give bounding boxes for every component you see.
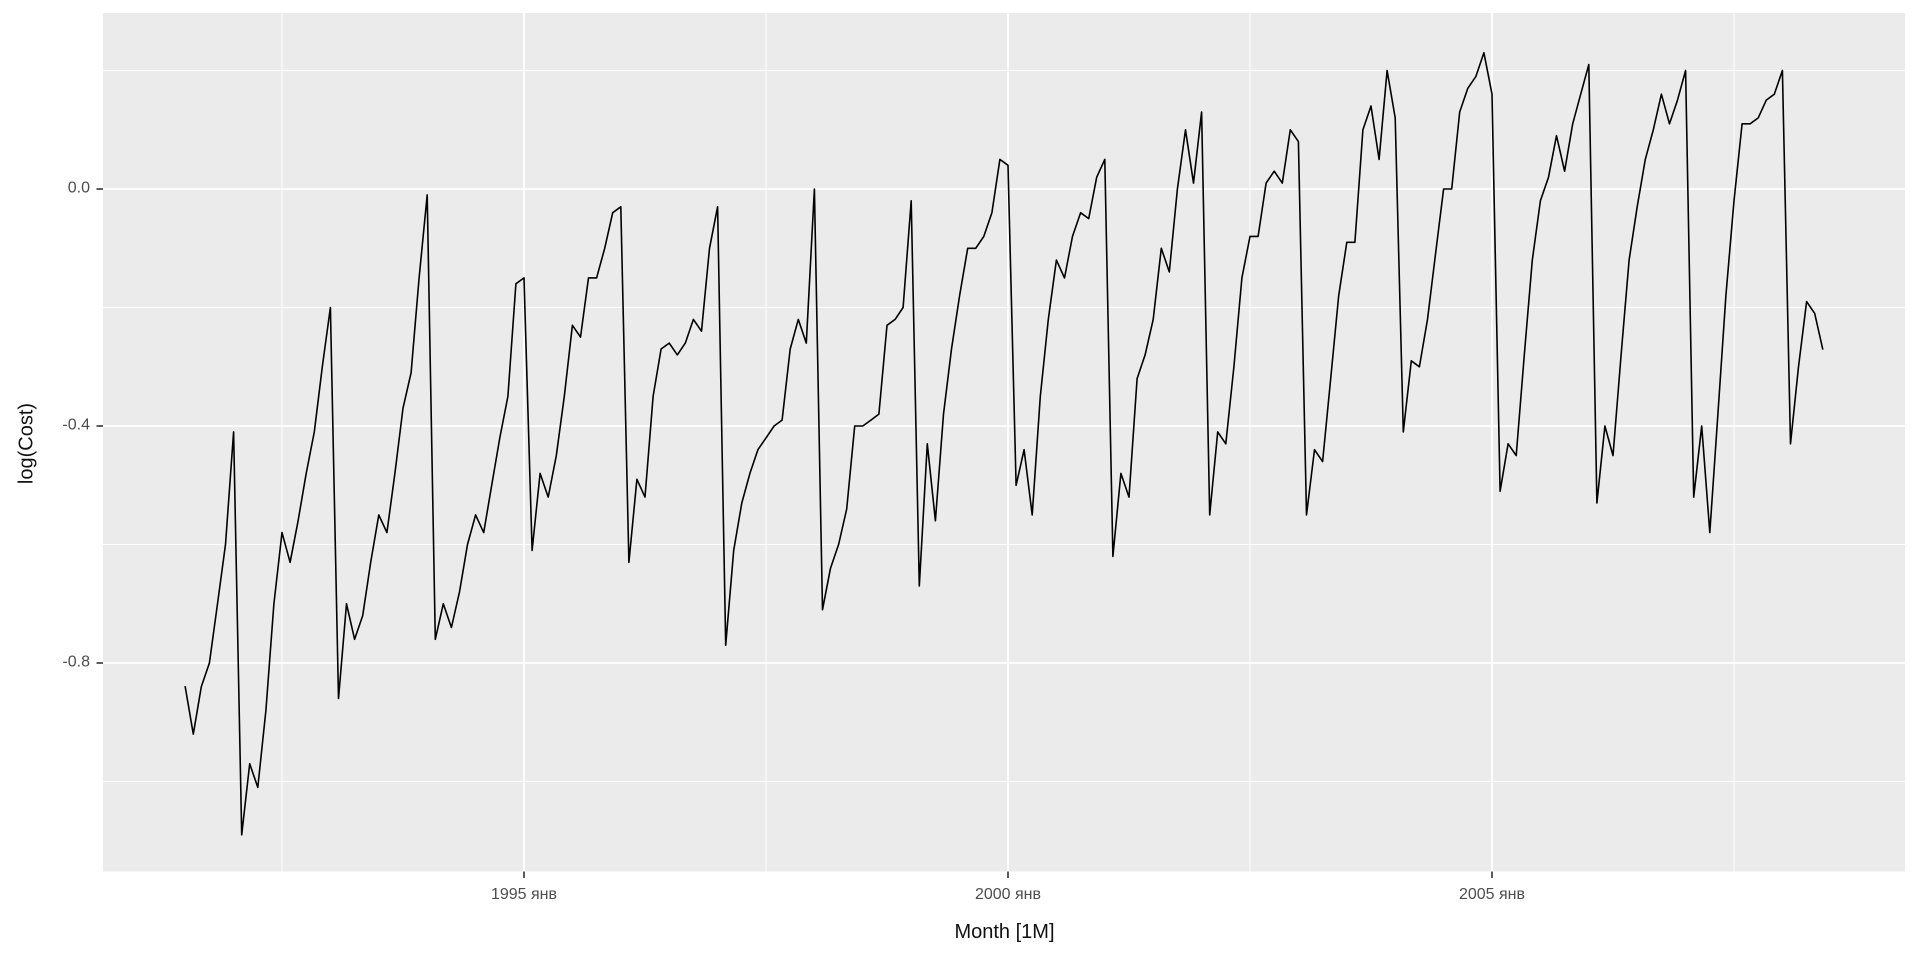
y-tick-label: 0.0 xyxy=(67,179,90,197)
x-tick-label: 2000 янв xyxy=(974,886,1042,903)
y-axis-title: log(Cost) xyxy=(15,402,38,485)
x-tick-label: 2005 янв xyxy=(1458,886,1526,903)
x-tick-label: 1995 янв xyxy=(490,886,558,903)
series-line-log-cost xyxy=(184,51,1824,836)
x-axis-title: Month [1M] xyxy=(954,921,1055,943)
y-tick-label: -0.8 xyxy=(62,653,90,671)
plot-panel xyxy=(103,13,1905,872)
y-tick-label: -0.4 xyxy=(62,416,90,434)
